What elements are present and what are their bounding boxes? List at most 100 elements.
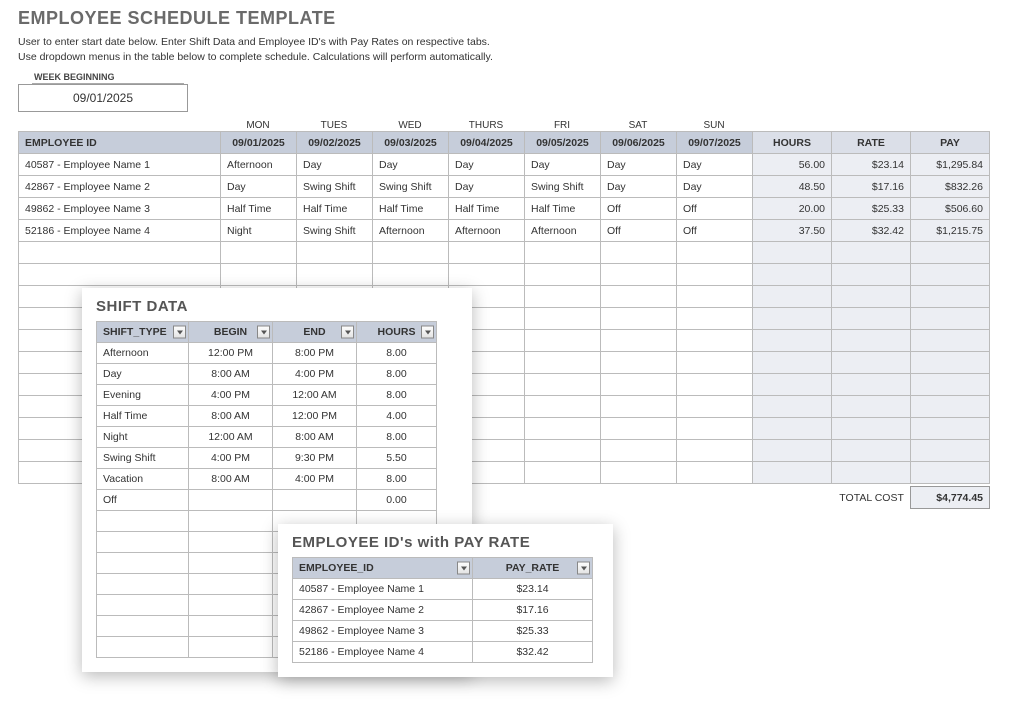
filter-dropdown-icon[interactable] [341, 326, 354, 339]
shift-data-cell[interactable]: 4:00 PM [189, 385, 273, 406]
employee-cell[interactable] [19, 242, 221, 264]
shift-cell[interactable] [677, 418, 753, 440]
employee-cell[interactable]: 52186 - Employee Name 4 [19, 220, 221, 242]
shift-cell[interactable] [525, 462, 601, 484]
shift-cell[interactable] [525, 396, 601, 418]
shift-cell[interactable]: Swing Shift [525, 176, 601, 198]
shift-cell[interactable]: Off [601, 198, 677, 220]
shift-cell[interactable]: Afternoon [525, 220, 601, 242]
filter-dropdown-icon[interactable] [421, 326, 434, 339]
shift-cell[interactable]: Night [221, 220, 297, 242]
shift-data-cell[interactable]: 12:00 PM [189, 343, 273, 364]
shift-cell[interactable]: Day [677, 154, 753, 176]
shift-col-header[interactable]: HOURS [357, 322, 437, 343]
shift-data-cell[interactable]: 0.00 [357, 490, 437, 511]
shift-data-cell[interactable] [189, 595, 273, 616]
shift-cell[interactable] [677, 462, 753, 484]
shift-cell[interactable] [601, 462, 677, 484]
shift-cell[interactable] [601, 374, 677, 396]
shift-cell[interactable]: Swing Shift [373, 176, 449, 198]
shift-data-cell[interactable]: 8:00 PM [273, 343, 357, 364]
shift-data-cell[interactable]: 12:00 PM [273, 406, 357, 427]
shift-cell[interactable] [221, 242, 297, 264]
shift-cell[interactable] [677, 440, 753, 462]
filter-dropdown-icon[interactable] [577, 562, 590, 575]
shift-cell[interactable] [297, 242, 373, 264]
shift-cell[interactable] [449, 264, 525, 286]
shift-data-cell[interactable]: 4:00 PM [273, 469, 357, 490]
shift-data-cell[interactable]: 8.00 [357, 364, 437, 385]
shift-data-cell[interactable]: Off [97, 490, 189, 511]
shift-cell[interactable]: Afternoon [449, 220, 525, 242]
shift-cell[interactable] [677, 330, 753, 352]
shift-cell[interactable]: Off [677, 198, 753, 220]
rate-data-cell[interactable]: $23.14 [473, 579, 593, 600]
shift-data-cell[interactable] [189, 574, 273, 595]
shift-cell[interactable]: Day [449, 176, 525, 198]
shift-cell[interactable]: Off [601, 220, 677, 242]
shift-data-cell[interactable]: Evening [97, 385, 189, 406]
rate-data-cell[interactable]: 52186 - Employee Name 4 [293, 642, 473, 663]
shift-data-cell[interactable] [189, 532, 273, 553]
shift-cell[interactable]: Day [601, 154, 677, 176]
shift-data-cell[interactable]: Swing Shift [97, 448, 189, 469]
employee-cell[interactable]: 49862 - Employee Name 3 [19, 198, 221, 220]
shift-data-cell[interactable] [189, 511, 273, 532]
shift-cell[interactable] [601, 418, 677, 440]
shift-data-cell[interactable]: Day [97, 364, 189, 385]
shift-col-header[interactable]: BEGIN [189, 322, 273, 343]
shift-cell[interactable]: Day [221, 176, 297, 198]
rate-data-cell[interactable]: 40587 - Employee Name 1 [293, 579, 473, 600]
filter-dropdown-icon[interactable] [457, 562, 470, 575]
shift-cell[interactable] [601, 330, 677, 352]
shift-data-cell[interactable]: Vacation [97, 469, 189, 490]
shift-cell[interactable] [525, 440, 601, 462]
shift-cell[interactable] [601, 308, 677, 330]
shift-cell[interactable]: Half Time [525, 198, 601, 220]
shift-cell[interactable] [525, 308, 601, 330]
shift-cell[interactable] [677, 352, 753, 374]
shift-cell[interactable] [601, 264, 677, 286]
shift-cell[interactable] [601, 440, 677, 462]
shift-data-cell[interactable]: 8.00 [357, 427, 437, 448]
shift-cell[interactable]: Afternoon [373, 220, 449, 242]
employee-cell[interactable]: 40587 - Employee Name 1 [19, 154, 221, 176]
shift-data-cell[interactable] [189, 616, 273, 637]
shift-data-cell[interactable] [97, 553, 189, 574]
shift-cell[interactable]: Off [677, 220, 753, 242]
shift-cell[interactable] [601, 242, 677, 264]
shift-cell[interactable] [525, 330, 601, 352]
shift-data-cell[interactable]: Night [97, 427, 189, 448]
shift-cell[interactable] [677, 264, 753, 286]
employee-cell[interactable] [19, 264, 221, 286]
shift-data-cell[interactable]: Afternoon [97, 343, 189, 364]
shift-cell[interactable] [297, 264, 373, 286]
shift-cell[interactable] [525, 242, 601, 264]
shift-data-cell[interactable]: 8:00 AM [189, 469, 273, 490]
shift-cell[interactable] [677, 396, 753, 418]
shift-data-cell[interactable] [97, 595, 189, 616]
shift-cell[interactable]: Swing Shift [297, 176, 373, 198]
shift-data-cell[interactable] [273, 490, 357, 511]
shift-cell[interactable] [525, 352, 601, 374]
shift-cell[interactable] [373, 242, 449, 264]
shift-cell[interactable] [525, 374, 601, 396]
rate-data-cell[interactable]: $17.16 [473, 600, 593, 621]
shift-cell[interactable] [601, 352, 677, 374]
filter-dropdown-icon[interactable] [173, 326, 186, 339]
shift-cell[interactable] [525, 264, 601, 286]
shift-data-cell[interactable] [189, 637, 273, 658]
shift-data-cell[interactable]: 8:00 AM [189, 364, 273, 385]
shift-data-cell[interactable] [189, 490, 273, 511]
shift-data-cell[interactable] [97, 532, 189, 553]
shift-data-cell[interactable]: 4:00 PM [273, 364, 357, 385]
shift-cell[interactable]: Day [297, 154, 373, 176]
filter-dropdown-icon[interactable] [257, 326, 270, 339]
shift-data-cell[interactable] [189, 553, 273, 574]
shift-cell[interactable]: Day [601, 176, 677, 198]
week-beginning-input[interactable]: 09/01/2025 [18, 84, 188, 112]
shift-data-cell[interactable] [97, 616, 189, 637]
shift-cell[interactable] [449, 242, 525, 264]
shift-col-header[interactable]: SHIFT_TYPE [97, 322, 189, 343]
shift-cell[interactable]: Day [449, 154, 525, 176]
